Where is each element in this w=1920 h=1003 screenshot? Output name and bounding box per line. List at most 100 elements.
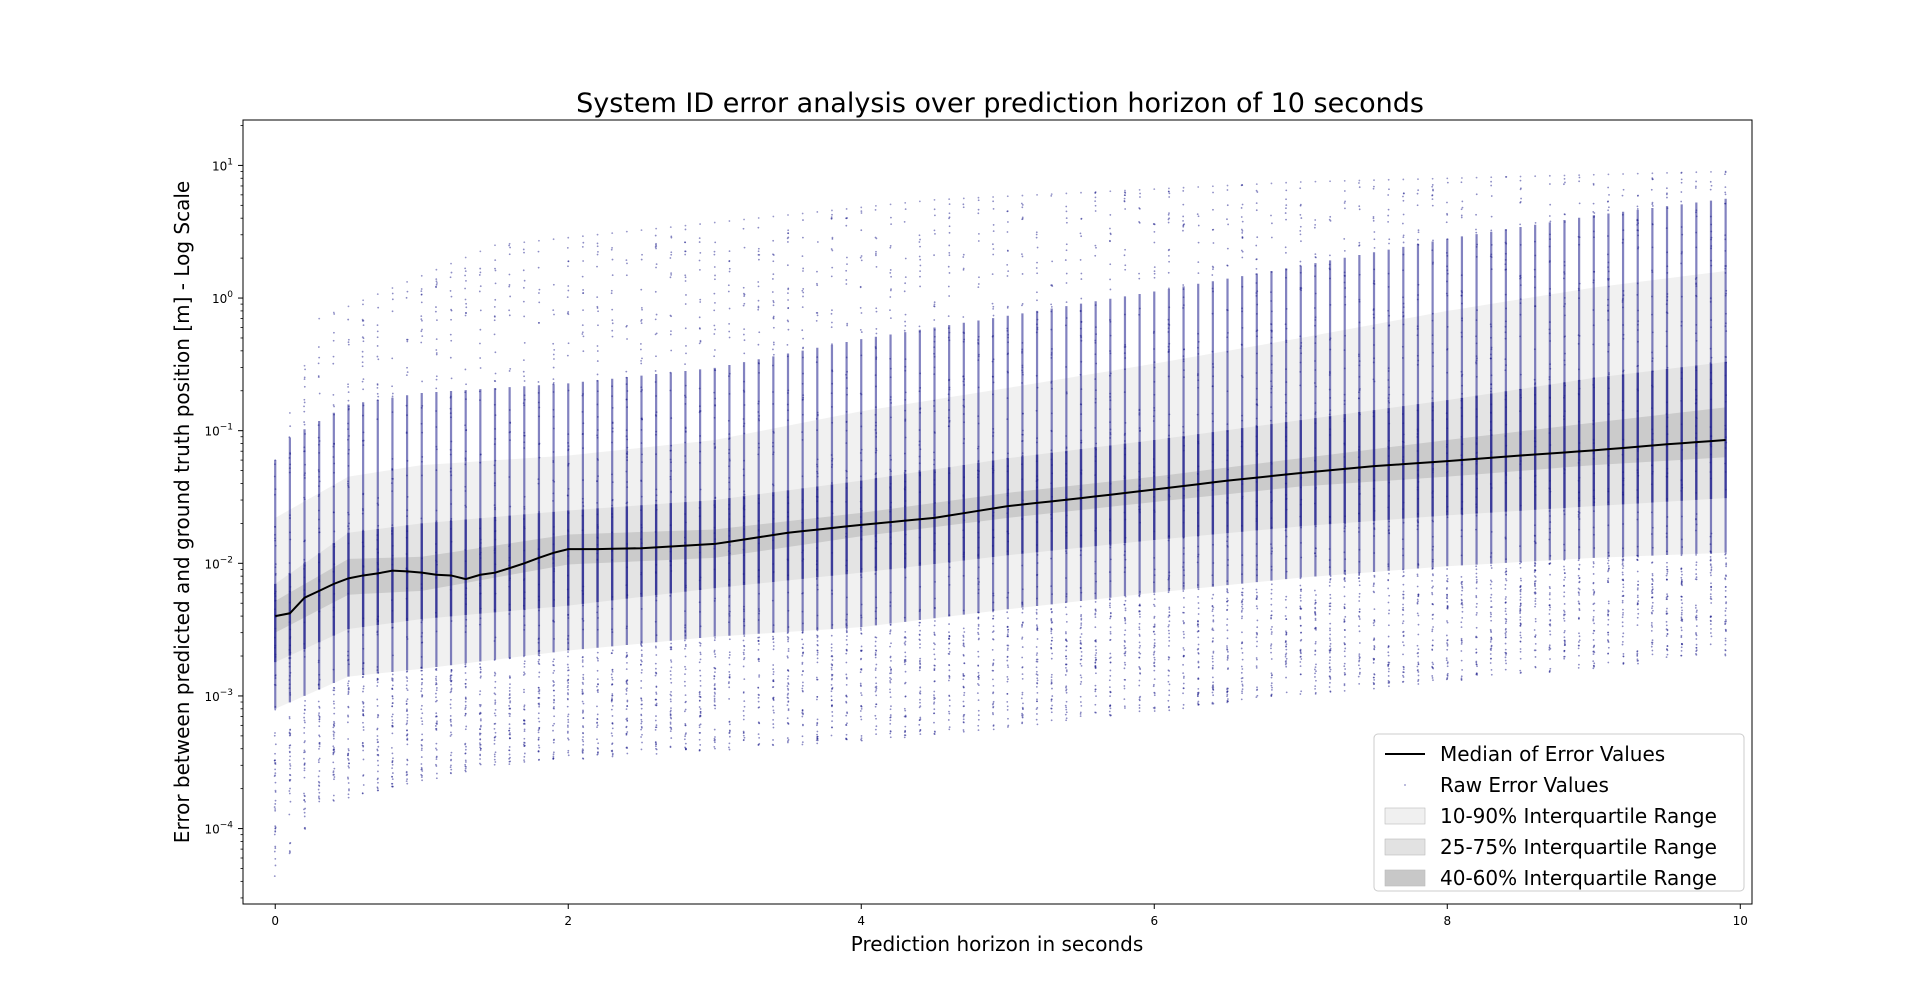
raw-error-point [655, 332, 658, 335]
raw-error-point [933, 532, 936, 535]
raw-error-point [1079, 554, 1082, 556]
raw-error-point [1094, 244, 1097, 247]
raw-error-point [1168, 620, 1171, 623]
raw-error-point [377, 358, 380, 361]
raw-error-point [641, 703, 643, 706]
raw-error-point [317, 469, 320, 471]
raw-error-point [1182, 509, 1185, 512]
raw-error-point [728, 452, 730, 455]
raw-error-point [1138, 626, 1141, 629]
raw-error-point [332, 606, 335, 609]
raw-error-point [758, 610, 761, 612]
raw-error-point [684, 384, 687, 387]
raw-error-point [801, 663, 804, 665]
raw-error-point [786, 677, 789, 680]
raw-error-point [1036, 691, 1039, 694]
raw-error-point [597, 475, 599, 478]
raw-error-point [494, 259, 497, 261]
raw-error-point [581, 661, 584, 663]
raw-error-point [933, 702, 935, 705]
raw-error-point [875, 385, 877, 388]
raw-error-point [1255, 268, 1258, 270]
raw-error-point [977, 718, 980, 721]
raw-error-point [523, 398, 526, 401]
raw-error-point [1139, 192, 1141, 195]
raw-error-point [1124, 652, 1127, 654]
raw-error-point [582, 479, 584, 481]
scatter-column [1152, 188, 1156, 712]
raw-error-point [318, 531, 321, 534]
raw-error-point [553, 358, 555, 360]
raw-error-point [611, 481, 614, 484]
raw-error-point [377, 569, 380, 571]
raw-error-point [729, 735, 731, 738]
raw-error-point [977, 473, 980, 476]
raw-error-point [831, 720, 833, 723]
raw-error-point [391, 558, 394, 561]
raw-error-point [1167, 221, 1170, 224]
raw-error-point [654, 741, 657, 744]
raw-error-point [933, 366, 936, 369]
raw-error-point [684, 394, 686, 397]
raw-error-point [596, 360, 599, 362]
raw-error-point [699, 551, 701, 554]
raw-error-point [845, 652, 848, 655]
raw-error-point [317, 700, 320, 703]
raw-error-point [288, 852, 291, 855]
raw-error-point [362, 647, 365, 650]
raw-error-point [992, 617, 994, 620]
raw-error-point [1079, 373, 1082, 376]
raw-error-point [567, 613, 570, 616]
raw-error-point [464, 485, 467, 488]
raw-error-point [362, 303, 364, 306]
raw-error-point [670, 470, 672, 472]
raw-error-point [845, 279, 848, 281]
raw-error-point [728, 613, 731, 615]
raw-error-point [816, 730, 819, 733]
raw-error-point [976, 692, 979, 694]
raw-error-point [845, 695, 848, 697]
raw-error-point [406, 689, 409, 692]
raw-error-point [654, 620, 657, 623]
raw-error-point [713, 355, 716, 358]
raw-error-point [552, 283, 555, 286]
raw-error-point [465, 603, 467, 606]
raw-error-point [435, 669, 438, 672]
raw-error-point [992, 196, 994, 198]
raw-error-point [435, 509, 438, 512]
raw-error-point [772, 517, 775, 520]
raw-error-point [1065, 593, 1068, 595]
raw-error-point [1123, 687, 1126, 690]
raw-error-point [582, 292, 584, 294]
raw-error-point [392, 757, 394, 760]
raw-error-point [611, 385, 613, 388]
raw-error-point [874, 728, 877, 731]
raw-error-point [992, 638, 995, 641]
raw-error-point [1050, 628, 1053, 631]
raw-error-point [1183, 606, 1185, 609]
raw-error-point [728, 656, 731, 659]
raw-error-point [831, 715, 834, 717]
raw-error-point [1080, 591, 1083, 594]
raw-error-point [435, 677, 437, 680]
raw-error-point [1095, 652, 1098, 654]
raw-error-point [376, 633, 379, 636]
raw-error-point [1197, 666, 1200, 669]
raw-error-point [479, 753, 481, 756]
raw-error-point [991, 631, 994, 634]
raw-error-point [889, 531, 892, 534]
raw-error-point [347, 752, 350, 755]
raw-error-point [274, 803, 277, 805]
raw-error-point [1138, 593, 1141, 596]
raw-error-point [1123, 434, 1126, 436]
raw-error-point [289, 425, 292, 428]
raw-error-point [801, 735, 804, 738]
raw-error-point [1124, 344, 1126, 346]
raw-error-point [1183, 444, 1185, 447]
raw-error-point [537, 641, 540, 644]
raw-error-point [874, 413, 877, 416]
raw-error-point [288, 590, 291, 593]
raw-error-point [391, 772, 394, 774]
raw-error-point [845, 500, 847, 503]
raw-error-point [406, 340, 409, 343]
